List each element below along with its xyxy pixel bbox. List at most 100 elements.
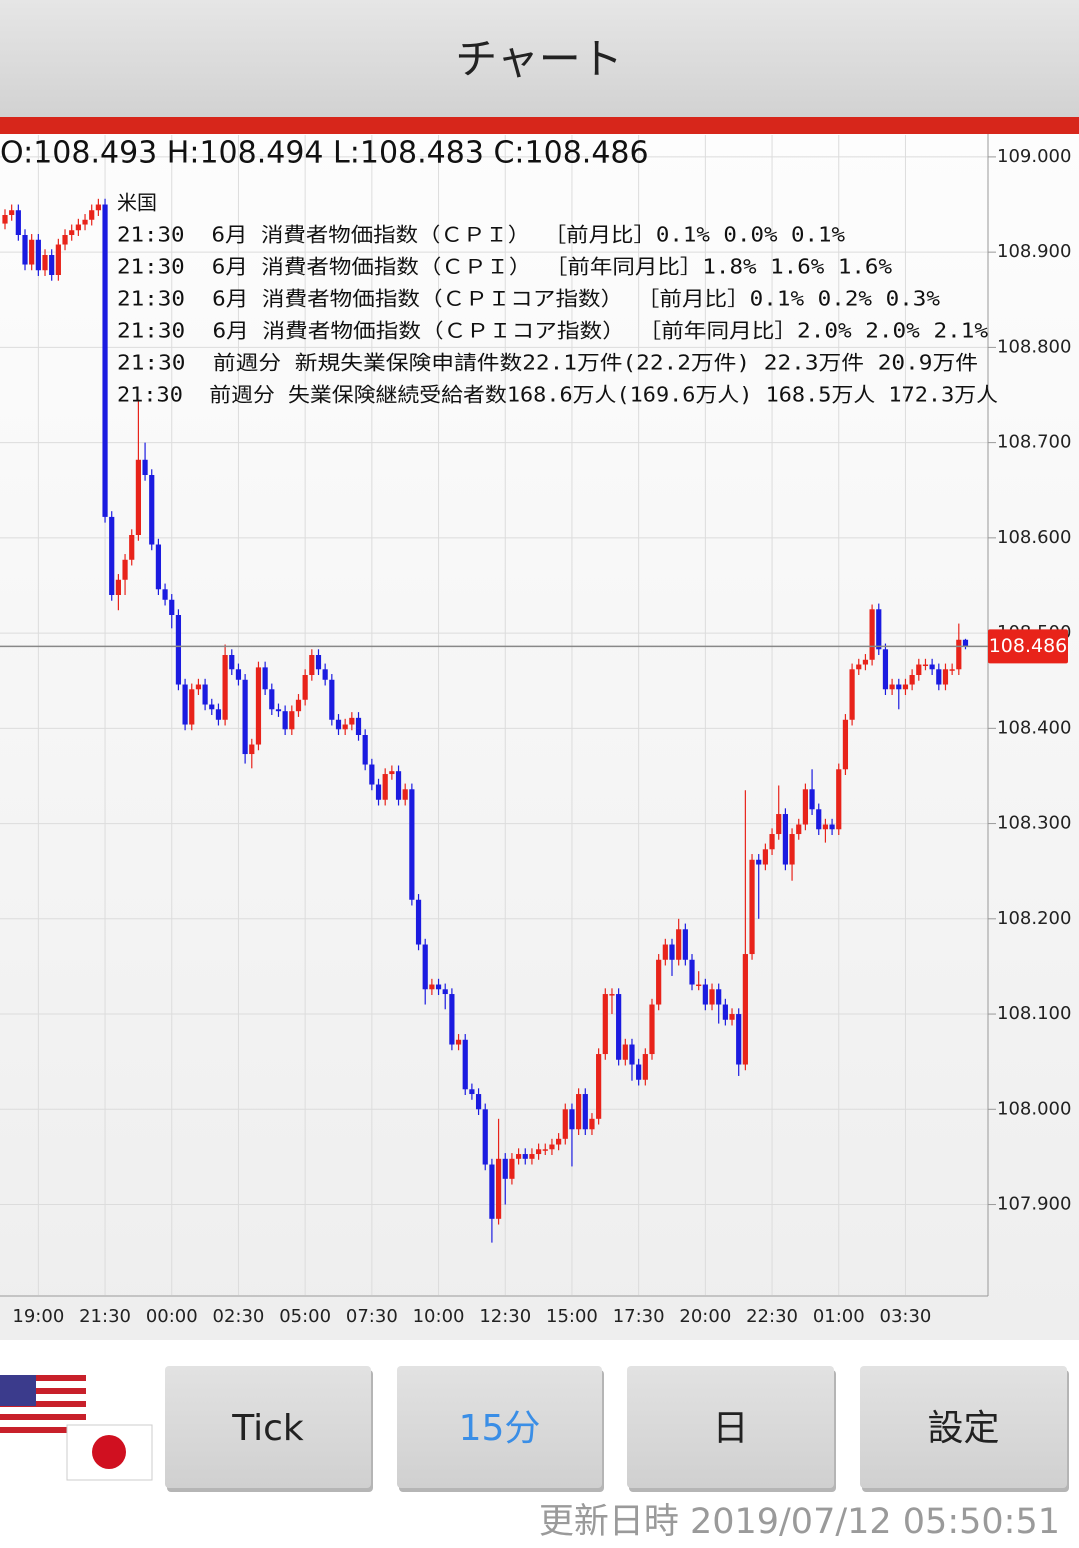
x-tick-label: 21:30 xyxy=(79,1306,131,1327)
candle-body xyxy=(395,771,402,800)
candle-body xyxy=(636,1064,642,1080)
candle-body xyxy=(609,994,615,996)
y-tick-label: 108.300 xyxy=(997,813,1071,834)
candle-body xyxy=(282,711,288,730)
candle-body xyxy=(402,789,408,800)
candle-body xyxy=(262,667,268,690)
candle-body xyxy=(489,1164,495,1219)
jp-flag[interactable] xyxy=(66,1424,153,1481)
candle-body xyxy=(729,1014,735,1020)
candle-body xyxy=(549,1144,555,1150)
button-label[interactable]: Tick xyxy=(231,1408,304,1449)
candle-body xyxy=(956,639,962,670)
candle-body xyxy=(409,789,415,900)
candle-body xyxy=(509,1158,515,1179)
candle-body xyxy=(169,599,175,615)
candle-body xyxy=(856,664,862,670)
y-tick-label: 108.700 xyxy=(997,432,1071,453)
candle-body xyxy=(75,224,81,231)
candle-body xyxy=(922,664,929,667)
candle-body xyxy=(582,1094,588,1130)
candle-body xyxy=(629,1044,635,1065)
ohlc-label: O:108.493 H:108.494 L:108.483 C:108.486 xyxy=(0,136,649,171)
candle-body xyxy=(355,717,362,735)
candle-body xyxy=(936,669,942,685)
candle-body xyxy=(229,655,235,670)
candle-body xyxy=(622,1044,628,1060)
candle-body xyxy=(302,675,308,700)
candle-body xyxy=(269,689,275,710)
candle-body xyxy=(596,1054,602,1119)
candle-body xyxy=(2,215,8,224)
x-tick-label: 10:00 xyxy=(413,1306,465,1327)
candle-body xyxy=(756,859,762,865)
plot xyxy=(0,135,996,1295)
candle-body xyxy=(602,994,608,1055)
candle-body xyxy=(929,664,935,670)
candle-body xyxy=(776,814,782,835)
news-line: 21:30 6月 消費者物価指数（ＣＰＩ） ［前月比］0.1% 0.0% 0.1… xyxy=(117,223,845,247)
x-tick-label: 00:00 xyxy=(146,1306,198,1327)
candle-body xyxy=(175,615,182,685)
candle-body xyxy=(149,475,155,545)
candle-body xyxy=(809,789,815,810)
candle-body xyxy=(115,579,121,595)
candle-body xyxy=(142,459,148,475)
button[interactable]: 15分 xyxy=(397,1366,604,1492)
candle-body xyxy=(42,255,48,271)
candle-body xyxy=(102,204,108,517)
candle-body xyxy=(569,1109,575,1130)
candle-body xyxy=(849,669,855,720)
candle-body xyxy=(649,1004,655,1055)
candle-body xyxy=(49,255,55,275)
x-tick-label: 22:30 xyxy=(746,1306,798,1327)
news-line: 21:30 6月 消費者物価指数（ＣＰＩコア指数） ［前年同月比］2.0% 2.… xyxy=(117,319,988,343)
candle-body xyxy=(415,899,422,945)
candle-body xyxy=(235,669,242,680)
y-tick-label: 108.900 xyxy=(997,241,1071,262)
candle-body xyxy=(822,824,829,830)
candle-body xyxy=(769,834,775,850)
candle-body xyxy=(522,1154,528,1159)
candle-body xyxy=(722,1004,728,1020)
button-label[interactable]: 設定 xyxy=(927,1408,999,1449)
us-flag[interactable] xyxy=(0,1375,86,1433)
button-label[interactable]: 15分 xyxy=(459,1408,541,1449)
news-line: 21:30 6月 消費者物価指数（ＣＰＩ） ［前年同月比］1.8% 1.6% 1… xyxy=(117,255,892,279)
candle-body xyxy=(455,1039,462,1045)
candle-body xyxy=(916,664,922,675)
button[interactable]: 日 xyxy=(627,1366,836,1492)
button-label[interactable]: 日 xyxy=(712,1408,748,1449)
news-country: 米国 xyxy=(117,191,157,215)
candle-body xyxy=(9,210,15,215)
x-tick-label: 07:30 xyxy=(346,1306,398,1327)
candle-body xyxy=(242,679,248,755)
candle-body xyxy=(802,789,808,825)
candle-body xyxy=(949,669,955,671)
candle-body xyxy=(209,704,215,710)
y-tick-label: 108.600 xyxy=(997,527,1071,548)
candle-body xyxy=(329,679,335,720)
x-tick-label: 01:00 xyxy=(813,1306,865,1327)
candle-body xyxy=(349,717,355,725)
candle-body xyxy=(462,1039,468,1090)
candle-body xyxy=(222,655,228,720)
y-tick-label: 108.400 xyxy=(997,717,1071,738)
candle-body xyxy=(295,699,302,712)
candle-body xyxy=(656,959,662,1005)
button[interactable]: Tick xyxy=(165,1366,373,1492)
candle-body xyxy=(69,230,75,235)
candle-body xyxy=(275,709,282,712)
candle-body xyxy=(876,609,882,650)
candle-body xyxy=(862,659,869,665)
last-price-box xyxy=(988,629,1068,664)
candle-body xyxy=(515,1154,522,1159)
button[interactable]: 設定 xyxy=(860,1366,1069,1492)
candle-body xyxy=(129,535,135,560)
candle-body xyxy=(495,1158,502,1219)
candle-body xyxy=(676,929,682,960)
candle-body xyxy=(716,989,722,1005)
x-tick-label: 12:30 xyxy=(479,1306,531,1327)
